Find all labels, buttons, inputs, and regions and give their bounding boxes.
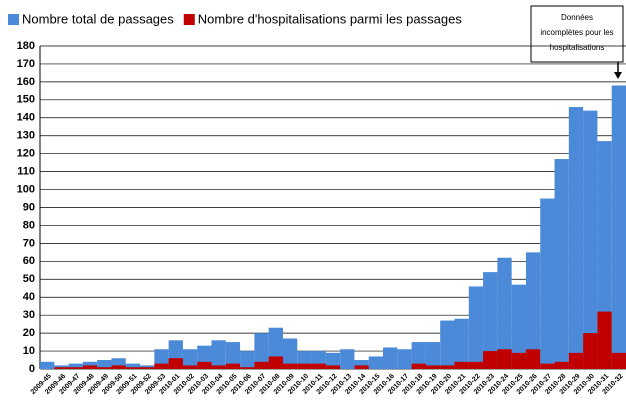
legend-label: Nombre d'hospitalisations parmi les pass… (198, 11, 463, 26)
bar (568, 107, 584, 369)
bar (525, 349, 541, 369)
annotation-line: Données (561, 13, 593, 22)
legend-swatch (183, 14, 195, 25)
bar (468, 361, 484, 369)
y-tick-label: 180 (17, 40, 35, 52)
bar (440, 365, 455, 369)
bar (182, 349, 198, 369)
annotation-line: hospitalisations (550, 43, 605, 52)
bar (511, 352, 526, 369)
bar (354, 360, 369, 369)
bar (583, 110, 598, 369)
bar (454, 361, 469, 369)
bar (425, 365, 441, 369)
y-tick-label: 70 (23, 237, 35, 249)
bar (483, 351, 498, 369)
bar (82, 365, 98, 369)
bar (440, 320, 455, 369)
y-tick-label: 40 (23, 291, 35, 303)
bar (597, 311, 612, 369)
bar (254, 361, 269, 369)
bar (611, 352, 626, 369)
legend-swatch (8, 14, 19, 25)
bar (197, 361, 212, 369)
y-tick-label: 10 (23, 345, 35, 357)
y-tick-label: 0 (29, 363, 35, 375)
bar (111, 365, 126, 369)
legend-label: Nombre total de passages (22, 11, 174, 26)
bar (340, 349, 355, 369)
bar (583, 333, 598, 369)
bar (611, 85, 626, 369)
y-tick-label: 160 (17, 76, 35, 88)
bar (297, 363, 312, 369)
bar (554, 361, 569, 369)
bar (68, 367, 83, 369)
bar (397, 349, 412, 369)
bar (125, 363, 141, 369)
bar (411, 342, 426, 369)
bar (168, 358, 183, 369)
y-tick-label: 170 (17, 58, 35, 70)
bar (282, 363, 298, 369)
bar (511, 284, 526, 369)
bar (468, 286, 484, 369)
bar (211, 365, 226, 369)
bar (225, 342, 241, 369)
y-tick-label: 140 (17, 112, 35, 124)
y-tick-label: 110 (17, 166, 35, 178)
bar (268, 356, 283, 369)
bar (483, 272, 498, 369)
bar (97, 367, 112, 369)
bar (111, 358, 126, 369)
y-tick-label: 120 (17, 148, 35, 160)
annotation-box (530, 5, 624, 63)
y-tick-label: 60 (23, 255, 35, 267)
bar (497, 349, 512, 369)
y-tick-label: 100 (17, 183, 35, 195)
bar (97, 360, 112, 369)
bar (68, 363, 83, 369)
bar (140, 367, 155, 369)
bar (525, 252, 541, 369)
bar (425, 342, 441, 369)
bar (368, 356, 384, 369)
bar (497, 257, 512, 369)
bar (254, 333, 269, 369)
bar (540, 198, 555, 369)
bar (554, 159, 569, 369)
annotation-line: incomplètes pour les (540, 28, 613, 37)
y-tick-label: 90 (23, 201, 35, 213)
bar (54, 367, 69, 369)
bar (154, 363, 169, 369)
bar (125, 367, 141, 369)
bar (325, 352, 341, 369)
bar (540, 363, 555, 369)
bar (325, 365, 341, 369)
bar (240, 351, 255, 369)
y-tick-label: 30 (23, 309, 35, 321)
bar (282, 338, 298, 369)
bar (182, 365, 198, 369)
bar (411, 363, 426, 369)
bar (383, 347, 398, 369)
y-tick-label: 50 (23, 273, 35, 285)
y-tick-label: 80 (23, 219, 35, 231)
y-tick-label: 130 (17, 130, 35, 142)
bar (211, 340, 226, 369)
bar (40, 361, 55, 369)
annotation-arrowhead (614, 72, 622, 79)
bar (454, 318, 469, 369)
y-tick-label: 150 (17, 94, 35, 106)
bar (568, 352, 584, 369)
bar (240, 367, 255, 369)
bar (225, 363, 241, 369)
bar (354, 365, 369, 369)
bar (311, 363, 326, 369)
y-tick-label: 20 (23, 327, 35, 339)
